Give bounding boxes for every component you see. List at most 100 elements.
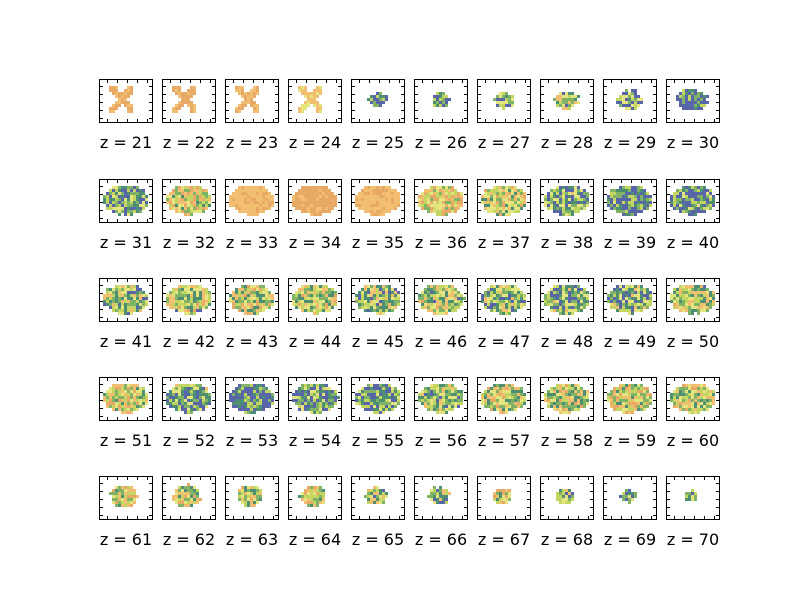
axes-frame <box>666 377 720 421</box>
brain-slice-47 <box>481 285 526 315</box>
slice-label-48: z = 48 <box>540 332 594 351</box>
slice-label-68: z = 68 <box>540 530 594 549</box>
slice-label-64: z = 64 <box>288 530 342 549</box>
slice-image-52 <box>162 377 216 421</box>
brain-slice-22 <box>172 86 196 113</box>
brain-slice-45 <box>355 285 400 315</box>
slice-panel-31 <box>99 179 153 223</box>
slice-label-55: z = 55 <box>351 431 405 450</box>
slice-panel-24 <box>288 79 342 123</box>
slice-panel-68 <box>540 476 594 520</box>
axes-frame <box>414 278 468 322</box>
axes-frame <box>351 377 405 421</box>
slice-label-23: z = 23 <box>225 133 279 152</box>
axes-frame <box>225 377 279 421</box>
slice-label-26: z = 26 <box>414 133 468 152</box>
brain-slice-36 <box>418 186 463 216</box>
brain-slice-41 <box>103 285 148 315</box>
slice-label-21: z = 21 <box>99 133 153 152</box>
axis-ticks <box>666 79 720 123</box>
slice-label-54: z = 54 <box>288 431 342 450</box>
axes-frame <box>99 377 153 421</box>
slice-panel-27 <box>477 79 531 123</box>
brain-slice-30 <box>676 89 709 110</box>
brain-slice-68 <box>556 489 574 504</box>
axis-ticks <box>540 79 594 123</box>
slice-label-25: z = 25 <box>351 133 405 152</box>
slice-label-58: z = 58 <box>540 431 594 450</box>
axis-ticks <box>99 278 153 322</box>
brain-slice-32 <box>166 186 211 216</box>
axis-ticks <box>225 377 279 421</box>
axes-frame <box>225 79 279 123</box>
slice-panel-63 <box>225 476 279 520</box>
axes-frame <box>225 179 279 223</box>
brain-slice-23 <box>235 86 259 113</box>
axis-ticks <box>414 179 468 223</box>
brain-slice-51 <box>103 384 148 414</box>
slice-image-63 <box>225 476 279 520</box>
slice-panel-34 <box>288 179 342 223</box>
slice-label-46: z = 46 <box>414 332 468 351</box>
axes-frame <box>162 377 216 421</box>
axis-ticks <box>666 179 720 223</box>
axis-ticks <box>603 179 657 223</box>
axis-ticks <box>162 179 216 223</box>
slice-image-45 <box>351 278 405 322</box>
slice-label-39: z = 39 <box>603 233 657 252</box>
brain-slice-55 <box>355 384 400 414</box>
brain-slice-31 <box>103 186 148 216</box>
axes-frame <box>225 476 279 520</box>
axes-frame <box>540 377 594 421</box>
slice-panel-40 <box>666 179 720 223</box>
slice-label-52: z = 52 <box>162 431 216 450</box>
axes-frame <box>351 179 405 223</box>
axes-frame <box>540 79 594 123</box>
axis-ticks <box>351 179 405 223</box>
slice-image-32 <box>162 179 216 223</box>
slice-label-32: z = 32 <box>162 233 216 252</box>
slice-panel-44 <box>288 278 342 322</box>
axes-frame <box>666 278 720 322</box>
slice-panel-56 <box>414 377 468 421</box>
slice-image-38 <box>540 179 594 223</box>
slice-panel-29 <box>603 79 657 123</box>
slice-image-51 <box>99 377 153 421</box>
slice-panel-64 <box>288 476 342 520</box>
slice-panel-26 <box>414 79 468 123</box>
axis-ticks <box>666 476 720 520</box>
brain-slice-49 <box>607 285 652 315</box>
slice-image-36 <box>414 179 468 223</box>
slice-label-24: z = 24 <box>288 133 342 152</box>
axes-frame <box>540 476 594 520</box>
axes-frame <box>477 278 531 322</box>
axes-frame <box>603 179 657 223</box>
axis-ticks <box>162 476 216 520</box>
slice-image-39 <box>603 179 657 223</box>
slice-label-30: z = 30 <box>666 133 720 152</box>
axis-ticks <box>351 79 405 123</box>
axis-ticks <box>603 377 657 421</box>
brain-slice-57 <box>481 384 526 414</box>
brain-slice-70 <box>685 489 697 501</box>
slice-panel-65 <box>351 476 405 520</box>
slice-panel-67 <box>477 476 531 520</box>
slice-panel-48 <box>540 278 594 322</box>
slice-panel-22 <box>162 79 216 123</box>
axis-ticks <box>603 278 657 322</box>
axes-frame <box>477 377 531 421</box>
slice-label-38: z = 38 <box>540 233 594 252</box>
slice-image-42 <box>162 278 216 322</box>
slice-label-59: z = 59 <box>603 431 657 450</box>
brain-slice-48 <box>544 285 589 315</box>
axis-ticks <box>414 79 468 123</box>
brain-slice-39 <box>607 186 652 216</box>
slice-label-42: z = 42 <box>162 332 216 351</box>
brain-slice-38 <box>544 186 589 216</box>
slice-panel-69 <box>603 476 657 520</box>
brain-slice-29 <box>616 89 643 110</box>
axis-ticks <box>477 179 531 223</box>
slice-panel-33 <box>225 179 279 223</box>
brain-slice-56 <box>418 384 463 414</box>
